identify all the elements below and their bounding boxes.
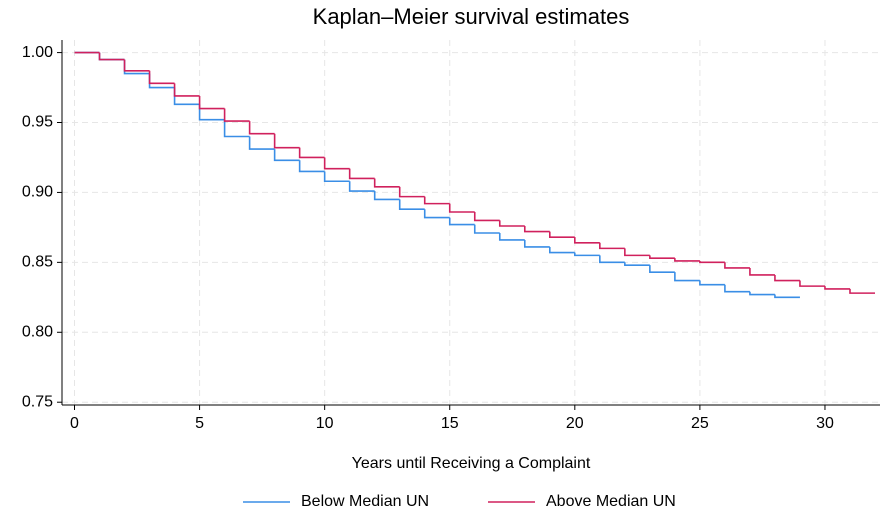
survival-step — [298, 160, 325, 173]
x-tick-label: 30 — [816, 415, 834, 432]
y-tick-label: 0.95 — [22, 114, 53, 131]
survival-step — [348, 168, 375, 180]
survival-step — [799, 280, 825, 287]
survival-step — [273, 133, 300, 149]
survival-step — [749, 291, 775, 296]
survival-step — [849, 288, 875, 294]
survival-step — [548, 231, 575, 238]
x-tick-label: 0 — [70, 415, 79, 432]
survival-step — [574, 252, 600, 257]
survival-step — [599, 255, 625, 264]
survival-step — [448, 203, 475, 213]
survival-step — [548, 246, 575, 254]
survival-step — [298, 147, 325, 159]
survival-step — [198, 104, 225, 121]
survival-step — [348, 181, 375, 192]
survival-step — [473, 224, 500, 234]
survival-step — [323, 171, 350, 183]
survival-step — [423, 209, 450, 219]
survival-step — [774, 274, 800, 282]
survival-step — [148, 70, 175, 85]
survival-step — [699, 280, 725, 286]
x-tick-label: 15 — [441, 415, 459, 432]
survival-step — [498, 220, 525, 227]
y-tick-label: 0.80 — [22, 323, 53, 340]
survival-step — [448, 217, 475, 226]
legend-label: Below Median UN — [301, 493, 429, 510]
survival-step — [123, 59, 150, 72]
x-tick-label: 25 — [691, 415, 709, 432]
survival-step — [273, 149, 300, 162]
survival-step — [749, 267, 775, 276]
survival-step — [674, 272, 700, 282]
x-tick-label: 10 — [316, 415, 334, 432]
x-axis-label: Years until Receiving a Complaint — [352, 455, 591, 472]
survival-step — [323, 157, 350, 170]
survival-step — [398, 186, 425, 198]
survival-step — [649, 265, 675, 273]
survival-step — [248, 136, 275, 150]
y-tick-label: 0.85 — [22, 254, 53, 271]
survival-step — [674, 258, 700, 262]
survival-step — [523, 239, 550, 248]
survival-step — [373, 178, 400, 188]
x-tick-label: 20 — [566, 415, 584, 432]
survival-step — [624, 248, 650, 257]
y-tick-label: 0.90 — [22, 184, 53, 201]
survival-step — [248, 121, 275, 135]
survival-step — [423, 196, 450, 205]
survival-step — [724, 284, 750, 293]
survival-step — [98, 52, 125, 61]
survival-step — [223, 119, 250, 138]
y-tick-label: 1.00 — [22, 44, 53, 61]
survival-step — [824, 286, 850, 290]
survival-step — [498, 232, 525, 241]
survival-step — [398, 199, 425, 211]
survival-step — [173, 83, 200, 97]
survival-step — [373, 191, 400, 201]
legend-label: Above Median UN — [546, 493, 676, 510]
survival-step — [649, 255, 675, 259]
survival-step — [774, 294, 800, 299]
survival-step — [223, 108, 250, 122]
survival-step — [724, 262, 750, 269]
survival-step — [198, 95, 225, 110]
survival-step — [699, 260, 725, 264]
survival-step — [473, 212, 500, 222]
survival-step — [523, 225, 550, 233]
survival-step — [624, 262, 650, 266]
survival-step — [574, 237, 600, 244]
chart-title: Kaplan–Meier survival estimates — [313, 4, 630, 29]
y-tick-label: 0.75 — [22, 393, 53, 410]
x-tick-label: 5 — [195, 415, 204, 432]
survival-step — [599, 242, 625, 250]
